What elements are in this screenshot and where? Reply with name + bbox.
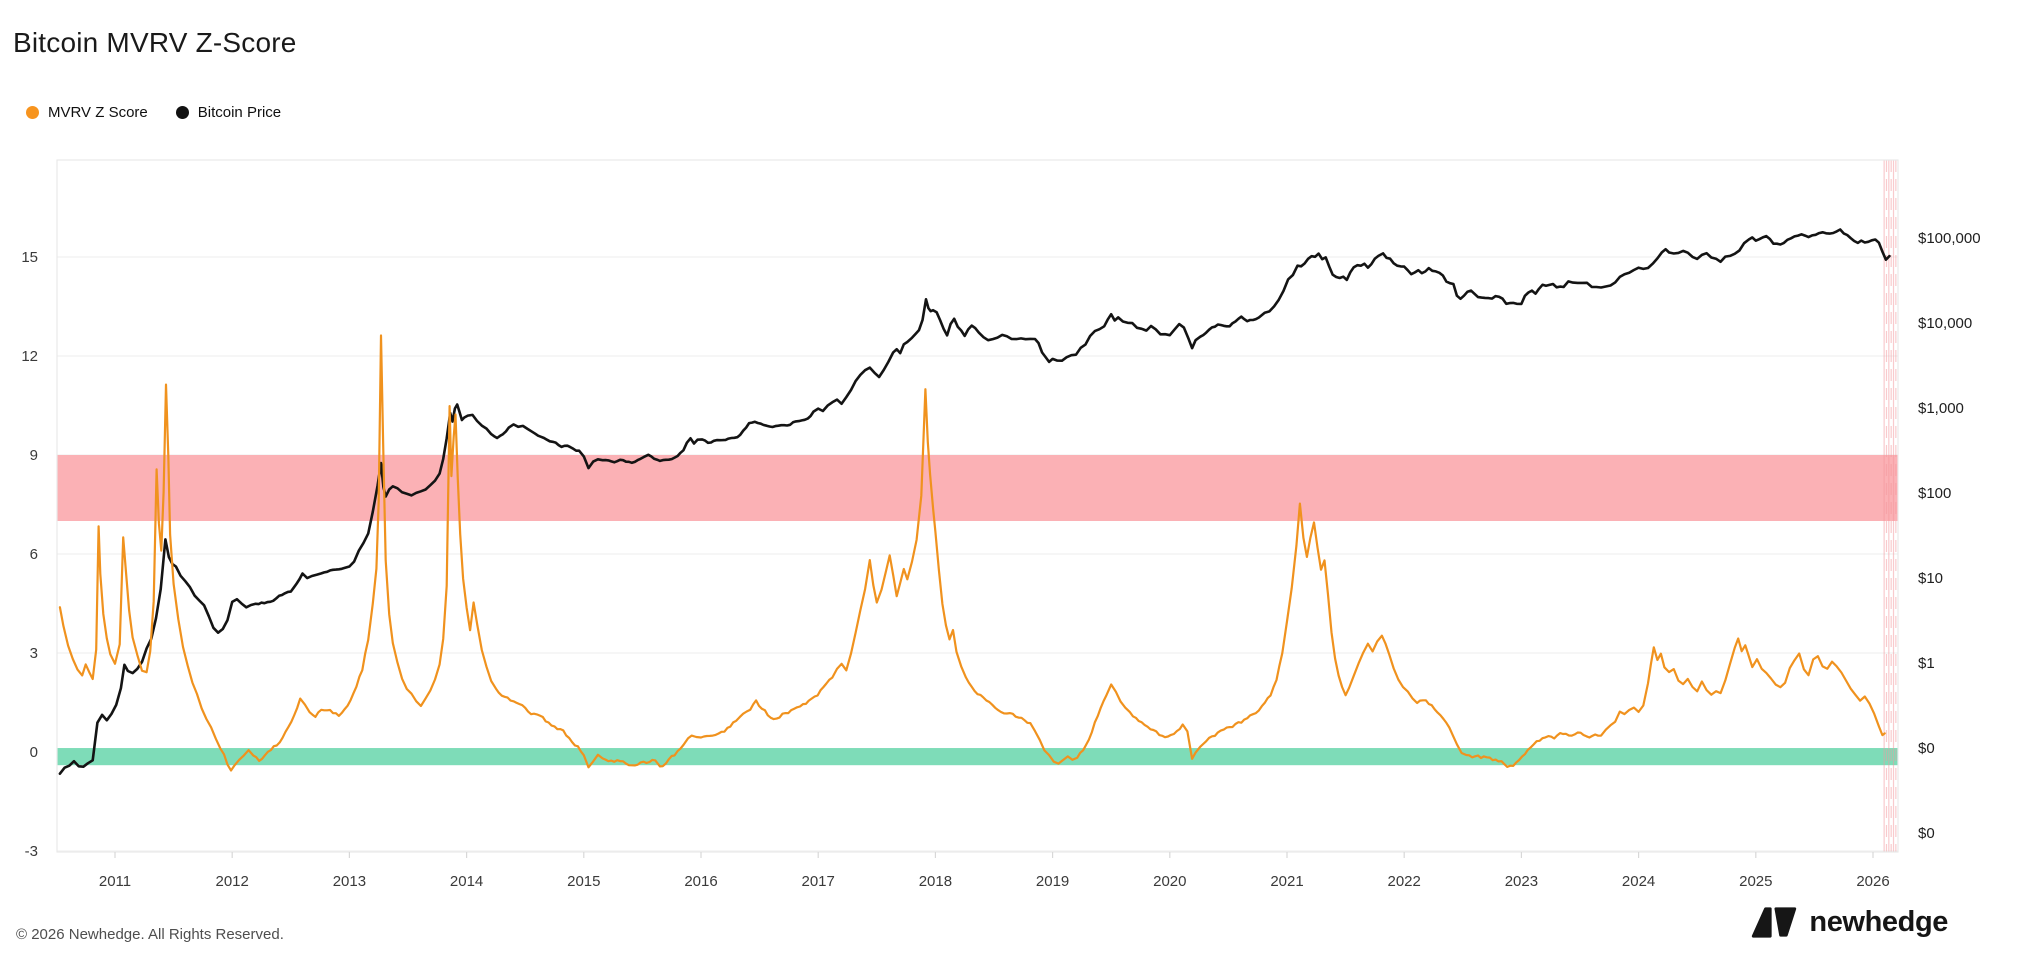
overvaluation-zone xyxy=(57,455,1898,521)
x-tick-label-2021: 2021 xyxy=(1270,873,1303,890)
plot-border xyxy=(56,159,1899,853)
x-tick-label-2024: 2024 xyxy=(1622,873,1655,890)
newhedge-logo-text: newhedge xyxy=(1809,905,1948,938)
mvrv-series-label: MVRV Z Score xyxy=(48,104,148,121)
x-tick-label-2013: 2013 xyxy=(333,873,366,890)
x-tick-label-2026: 2026 xyxy=(1856,873,1889,890)
price-axis-tick-label-3: $100 xyxy=(1918,485,1951,502)
legend-item-bitcoin-price[interactable]: Bitcoin Price xyxy=(175,104,282,121)
mvrv-z-score-line xyxy=(58,334,1886,772)
newhedge-logo-icon xyxy=(1752,907,1797,938)
price-axis-tick-label-0: $100,000 xyxy=(1918,230,1981,247)
price-axis-tick-label-5: $1 xyxy=(1918,655,1935,672)
z-axis-tick-label-3: 3 xyxy=(30,645,38,662)
price-series-label: Bitcoin Price xyxy=(197,104,282,121)
legend-item-mvrv-z-score[interactable]: MVRV Z Score xyxy=(26,104,148,121)
z-axis-tick-label-9: 9 xyxy=(30,447,38,464)
x-tick-label-2020: 2020 xyxy=(1153,873,1186,890)
x-tick-label-2012: 2012 xyxy=(216,873,249,890)
z-axis-tick-label-6: 6 xyxy=(30,546,38,563)
price-axis-tick-label-2: $1,000 xyxy=(1918,400,1964,417)
z-axis-tick-label-12: 12 xyxy=(21,348,38,365)
price-series-swatch-icon xyxy=(175,106,189,119)
bitcoin-price-line xyxy=(58,228,1891,775)
price-axis-tick-label-7: $0 xyxy=(1918,825,1935,842)
x-tick-label-2017: 2017 xyxy=(802,873,835,890)
x-tick-label-2025: 2025 xyxy=(1739,873,1772,890)
x-tick-label-2018: 2018 xyxy=(919,873,952,890)
x-tick-label-2023: 2023 xyxy=(1505,873,1538,890)
z-axis-tick-label--3: -3 xyxy=(25,843,38,860)
newhedge-logo[interactable]: newhedge xyxy=(1749,905,1948,939)
x-tick-label-2011: 2011 xyxy=(99,873,131,890)
copyright-text: © 2026 Newhedge. All Rights Reserved. xyxy=(16,926,284,943)
z-axis-tick-label-15: 15 xyxy=(21,249,38,266)
undervaluation-zone xyxy=(57,748,1898,766)
price-axis-tick-label-1: $10,000 xyxy=(1918,315,1972,332)
x-tick-label-2016: 2016 xyxy=(684,873,717,890)
price-axis-tick-label-6: $0 xyxy=(1918,740,1935,757)
mvrv-series-swatch-icon xyxy=(26,106,39,119)
price-axis-tick-label-4: $10 xyxy=(1918,570,1943,587)
x-tick-label-2014: 2014 xyxy=(450,873,483,890)
x-tick-label-2022: 2022 xyxy=(1388,873,1421,890)
page-title: Bitcoin MVRV Z-Score xyxy=(13,27,297,58)
x-tick-label-2019: 2019 xyxy=(1036,873,1069,890)
z-axis-tick-label-0: 0 xyxy=(30,744,38,761)
legend: MVRV Z Score Bitcoin Price xyxy=(26,104,281,121)
x-tick-label-2015: 2015 xyxy=(567,873,600,890)
